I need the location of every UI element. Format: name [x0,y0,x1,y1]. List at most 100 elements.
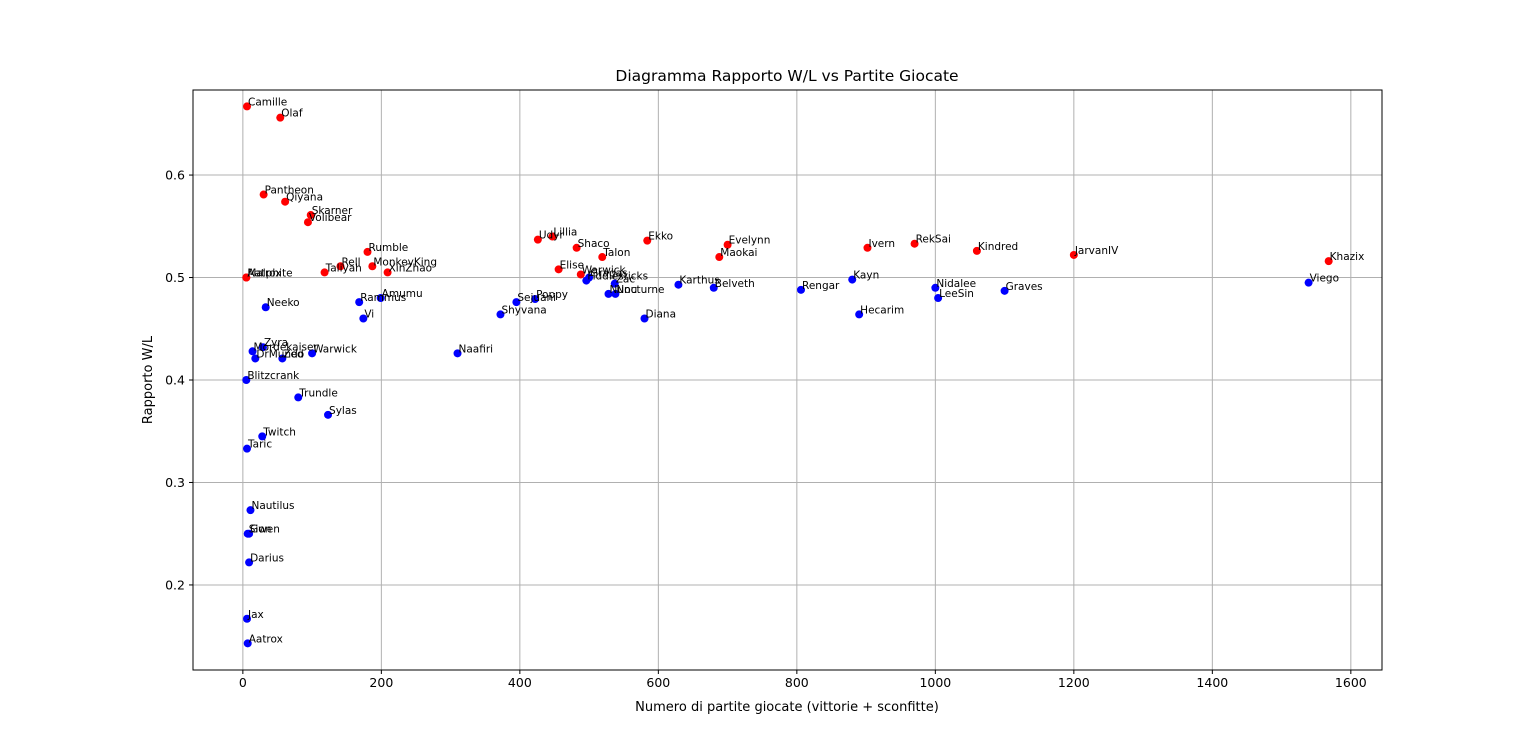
data-point [324,410,333,419]
data-point [259,190,268,199]
data-point [278,354,287,363]
data-point-label: DrMundo [256,348,304,360]
data-point [245,529,254,538]
data-point [308,349,317,358]
data-point-label: Elise [560,259,584,271]
plot-frame [192,89,1383,671]
data-point-label: Zyra [264,337,288,349]
data-point [576,270,585,279]
data-point [1324,257,1333,266]
x-tick-label: 1600 [1335,675,1367,690]
data-point-label: MonkeyKing [373,256,437,268]
data-point [643,236,652,245]
data-point [294,393,303,402]
data-point-label: Udyr [539,230,565,242]
data-point [848,275,857,284]
data-point [245,558,254,567]
data-point-label: Nunu [609,284,637,296]
x-tick-label: 1400 [1196,675,1228,690]
data-point [359,314,368,323]
data-point-label: Rumble [369,242,409,254]
data-point [709,283,718,292]
data-point-label: Pantheon [265,185,314,197]
data-point [931,283,940,292]
data-point-label: Vi [364,309,374,321]
data-point [934,294,943,303]
data-point [972,246,981,255]
data-point-label: Talon [602,247,630,259]
data-point-label: Camille [248,96,287,108]
data-point-label: XinZhao [389,262,432,274]
grid [193,90,1382,670]
data-point-label: Darius [250,552,284,564]
data-point-label: Ivern [868,238,895,250]
data-point [258,432,267,441]
data-point-label: Evelynn [729,235,771,247]
data-point-label: Blitzcrank [247,370,300,382]
data-point-label: Neeko [267,297,300,309]
y-tick-label: 0.2 [165,577,185,592]
data-point-label: Aatrox [247,268,281,280]
data-point-label: Qiyana [286,192,323,204]
data-points [242,102,1333,648]
data-point [336,262,345,271]
data-point [355,298,364,307]
data-point [855,310,864,319]
data-point [598,253,607,262]
data-point [243,639,252,648]
data-point [715,253,724,262]
data-point-label: Rell [341,256,360,268]
data-point-label: Naafiri [459,343,494,355]
data-point [303,218,312,227]
data-point-label: Nautilus [251,500,294,512]
data-point-label: Kindred [978,241,1018,253]
data-point [1000,286,1009,295]
data-point [376,294,385,303]
data-point-label: Rammus [360,292,406,304]
data-point-label: Nocturne [616,284,664,296]
data-point-label: Mordekaiser [254,341,319,353]
data-point-label: Gragas [590,268,627,280]
data-point [248,347,257,356]
data-point [1069,250,1078,259]
x-tick-label: 1000 [919,675,951,690]
data-point [572,243,581,252]
data-point-label: Taric [247,439,272,451]
data-point [797,285,806,294]
data-point [723,240,732,249]
chart-title: Diagramma Rapporto W/L vs Partite Giocat… [615,67,958,85]
data-point-label: Ekko [648,231,673,243]
data-point-label: Viego [1310,273,1339,285]
data-point-label: Warwick [313,343,358,355]
data-point-label: Kayn [853,270,879,282]
data-point [548,232,557,241]
data-point [453,349,462,358]
data-point [674,280,683,289]
data-point-label: Rengar [802,280,840,292]
data-point-label: Malphite [247,268,292,280]
data-point-label: Gwen [250,524,280,536]
x-tick-label: 0 [239,675,247,690]
data-point [1304,278,1313,287]
y-tick-label: 0.3 [165,475,185,490]
data-point-label: Trundle [298,387,338,399]
y-axis: 0.2 0.3 0.4 0.5 0.6 [165,168,193,592]
x-tick-label: 400 [508,675,532,690]
data-point-label: Twitch [262,426,296,438]
data-point [243,444,252,453]
data-point [363,247,372,256]
data-point [585,273,594,282]
data-point [611,289,620,298]
data-point-label: LeeSin [939,288,974,300]
data-point-label: Sejuani [517,292,556,304]
data-point [368,262,377,271]
data-point [512,298,521,307]
y-tick-label: 0.5 [165,270,185,285]
data-point [640,314,649,323]
data-point-label: Lillia [553,227,577,239]
data-point-label: Hecarim [860,304,904,316]
data-point-label: Jax [247,609,264,621]
data-point-label: Graves [1006,281,1043,293]
data-point-label: Taliyah [325,262,362,274]
